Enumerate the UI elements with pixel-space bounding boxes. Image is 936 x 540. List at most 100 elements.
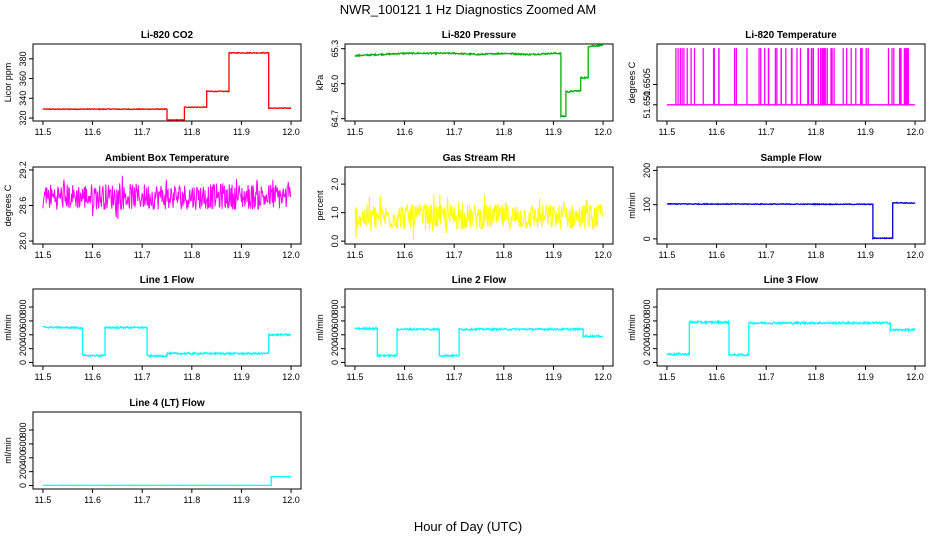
y-axis-label: ml/min [627,192,637,219]
x-tick-label: 11.6 [708,127,725,137]
y-tick-label: 0.0 [330,235,340,248]
x-tick-label: 11.5 [34,495,51,505]
x-tick-label: 11.9 [857,127,874,137]
x-tick-label: 11.6 [708,372,725,382]
y-tick-label: 0 [330,360,340,365]
y-tick-label: 51.6505 [642,68,652,101]
y-tick-label: 400 [18,327,28,342]
x-tick-label: 11.7 [758,372,775,382]
x-tick-label: 11.8 [183,495,200,505]
figure-xlabel: Hour of Day (UTC) [414,519,522,534]
plot-frame [32,43,302,122]
panel-title: Line 3 Flow [764,275,819,286]
panel-title: Gas Stream RH [443,153,516,164]
series-line [42,325,292,359]
y-axis-label: ml/min [3,314,13,341]
x-tick-label: 11.9 [233,127,250,137]
y-tick-label: 0 [642,360,652,365]
x-tick-label: 11.5 [346,127,363,137]
panel-2: Li-820 Temperature 11.5 11.6 11.7 11.8 11.9 12… [627,30,926,137]
x-tick-label: 11.5 [658,127,675,137]
series-line [354,326,604,358]
x-tick-label: 11.8 [183,372,200,382]
y-tick-label: 320 [18,111,28,126]
y-tick-label: 360 [18,71,28,86]
y-axis-label: kPa [315,75,325,91]
x-tick-label: 11.7 [758,250,775,260]
x-tick-label: 11.7 [446,127,463,137]
x-tick-label: 11.9 [545,372,562,382]
y-tick-label: 64.7 [330,110,340,128]
panel-title: Ambient Box Temperature [105,153,230,164]
plot-frame [344,166,614,245]
y-axis-label: ml/min [3,437,13,464]
x-tick-label: 11.8 [495,372,512,382]
x-tick-label: 12.0 [906,127,924,137]
x-tick-label: 11.6 [708,250,725,260]
y-tick-label: 400 [330,327,340,342]
series-line [42,175,292,220]
y-tick-label: 600 [330,313,340,328]
y-tick-label: 100 [642,197,652,212]
plot-frame [344,288,614,367]
y-tick-label: 400 [18,450,28,465]
x-tick-label: 11.6 [396,250,413,260]
y-tick-label: 200 [18,464,28,479]
y-tick-label: 400 [642,327,652,342]
y-tick-label: 28.6 [18,197,28,215]
panel-0: Li-820 CO2 11.5 11.6 11.7 11.8 11.9 12.0 320 340… [3,30,302,137]
x-tick-label: 11.5 [658,372,675,382]
y-tick-label: 800 [18,423,28,438]
y-tick-label: 1.0 [330,206,340,219]
y-tick-label: 200 [642,341,652,356]
x-tick-label: 11.7 [446,250,463,260]
y-tick-label: 200 [330,341,340,356]
x-tick-label: 12.0 [594,250,612,260]
y-axis-label: ml/min [627,314,637,341]
plot-frame [656,288,926,367]
plot-frame [344,43,614,122]
panel-title: Li-820 Temperature [745,30,837,41]
x-tick-label: 11.6 [84,250,101,260]
x-tick-label: 11.7 [134,250,151,260]
plot-frame [656,43,926,122]
y-tick-label: 340 [18,91,28,106]
series-line [354,44,604,119]
panel-5: Sample Flow 11.5 11.6 11.7 11.8 11.9 12.0 0 100 2… [627,153,926,260]
x-tick-label: 12.0 [594,372,612,382]
x-tick-label: 12.0 [906,372,924,382]
x-tick-label: 11.8 [183,127,200,137]
panel-4: Gas Stream RH 11.5 11.6 11.7 11.8 11.9 12.0 0.0… [315,153,614,260]
x-tick-label: 11.8 [807,250,824,260]
x-tick-label: 11.6 [396,372,413,382]
x-tick-label: 11.8 [807,372,824,382]
x-tick-label: 11.5 [34,127,51,137]
x-tick-label: 11.8 [495,127,512,137]
y-axis-label: Licor ppm [3,63,13,103]
x-tick-label: 11.8 [495,250,512,260]
x-tick-label: 12.0 [282,372,300,382]
x-tick-label: 11.9 [857,372,874,382]
panel-9: Line 4 (LT) Flow 11.5 11.6 11.7 11.8 11.9 12.0… [3,398,302,505]
plot-frame [656,166,926,245]
panels: Li-820 CO2 11.5 11.6 11.7 11.8 11.9 12.0 320 340… [3,30,926,505]
x-tick-label: 11.7 [134,372,151,382]
panel-3: Ambient Box Temperature 11.5 11.6 11.7 11.8 1… [3,153,302,260]
series-line [666,48,916,106]
x-tick-label: 12.0 [282,250,300,260]
panel-title: Li-820 Pressure [442,30,517,41]
y-tick-label: 600 [18,313,28,328]
y-tick-label: 800 [642,300,652,315]
x-tick-label: 11.9 [233,495,250,505]
x-tick-label: 11.6 [84,127,101,137]
y-tick-label: 380 [18,51,28,66]
y-tick-label: 65.3 [330,40,340,58]
y-tick-label: 200 [18,341,28,356]
x-tick-label: 11.5 [346,372,363,382]
y-axis-label: degrees C [3,184,13,226]
y-tick-label: 800 [330,300,340,315]
x-tick-label: 11.9 [857,250,874,260]
panel-title: Line 2 Flow [452,275,507,286]
y-tick-label: 28.0 [18,232,28,250]
